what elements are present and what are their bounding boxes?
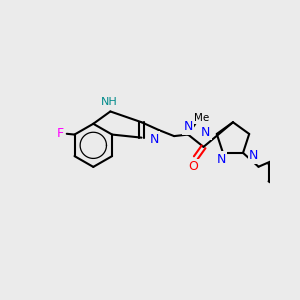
Text: N: N [249,149,259,163]
Text: NH: NH [100,97,117,107]
Text: N: N [217,152,226,166]
Text: N: N [149,133,159,146]
Text: F: F [57,127,64,140]
Text: O: O [188,160,198,173]
Text: Me: Me [194,112,210,123]
Text: N: N [201,126,211,139]
Text: N: N [183,120,193,134]
